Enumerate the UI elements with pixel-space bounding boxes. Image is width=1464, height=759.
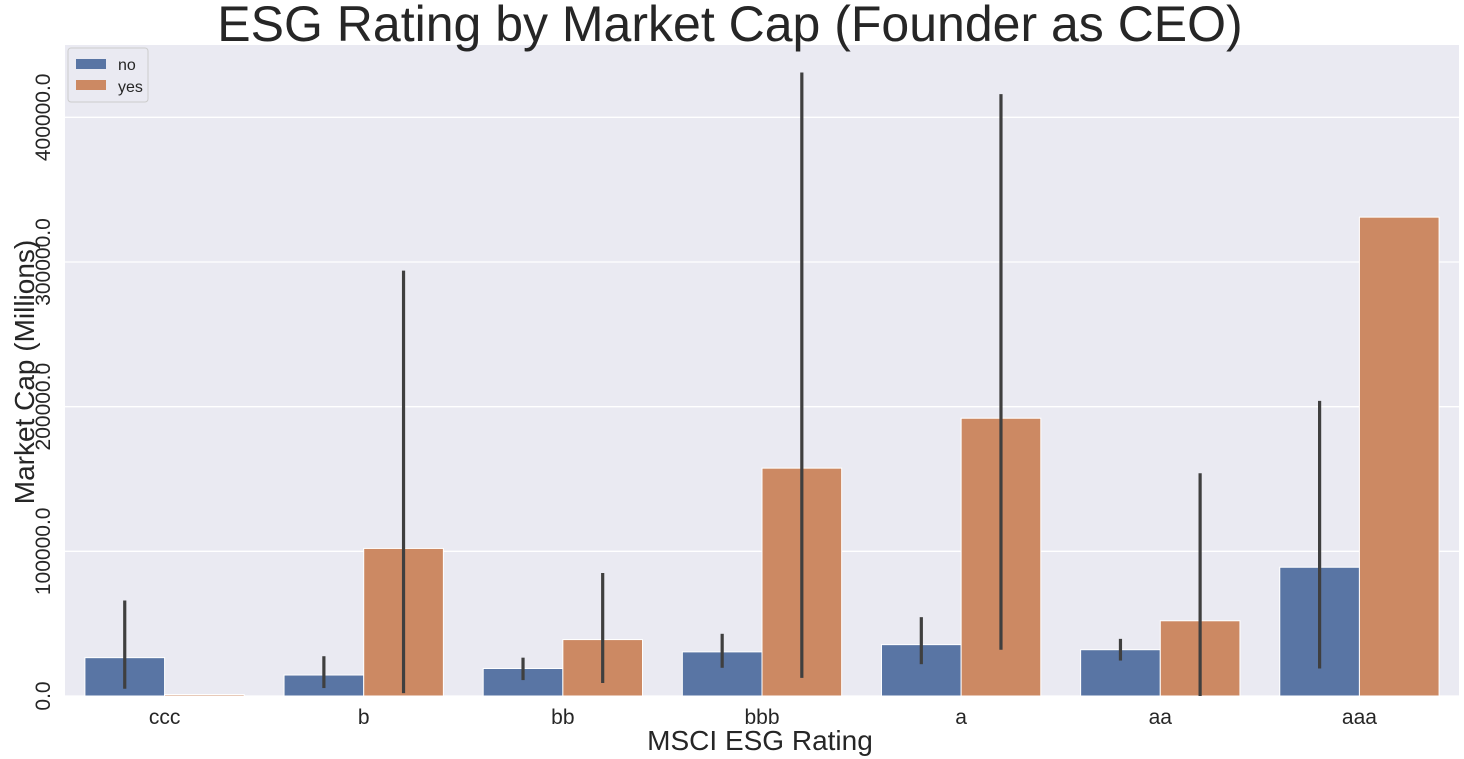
y-tick-label: 200000.0 — [32, 363, 55, 451]
y-tick-label: 400000.0 — [32, 74, 55, 162]
x-tick-label: b — [358, 706, 370, 729]
x-tick-label: aaa — [1342, 706, 1377, 729]
x-tick-label: ccc — [149, 706, 181, 729]
x-axis-label: MSCI ESG Rating — [647, 725, 873, 756]
legend-label-yes: yes — [118, 79, 143, 96]
x-tick-label: bb — [551, 706, 574, 729]
bar-yes-aaa — [1358, 216, 1440, 697]
legend-swatch-yes — [76, 80, 106, 90]
bar-yes-ccc — [164, 694, 245, 697]
error-bars — [123, 72, 1322, 696]
x-tick-label: bbb — [744, 706, 779, 729]
legend: no yes — [67, 47, 149, 103]
y-tick-label: 100000.0 — [32, 508, 55, 596]
y-axis-label: Market Cap (Millions) — [9, 240, 40, 505]
y-tick-labels: 0.0 100000.0 200000.0 300000.0 400000.0 — [32, 74, 55, 711]
x-tick-label: aa — [1149, 706, 1173, 729]
legend-label-no: no — [118, 57, 136, 74]
chart-title: ESG Rating by Market Cap (Founder as CEO… — [217, 0, 1242, 52]
x-tick-label: a — [955, 706, 967, 729]
y-tick-label: 0.0 — [32, 681, 55, 710]
x-tick-labels: ccc b bb bbb a aa aaa — [149, 706, 1377, 729]
y-tick-label: 300000.0 — [32, 218, 55, 306]
legend-swatch-no — [76, 59, 106, 69]
